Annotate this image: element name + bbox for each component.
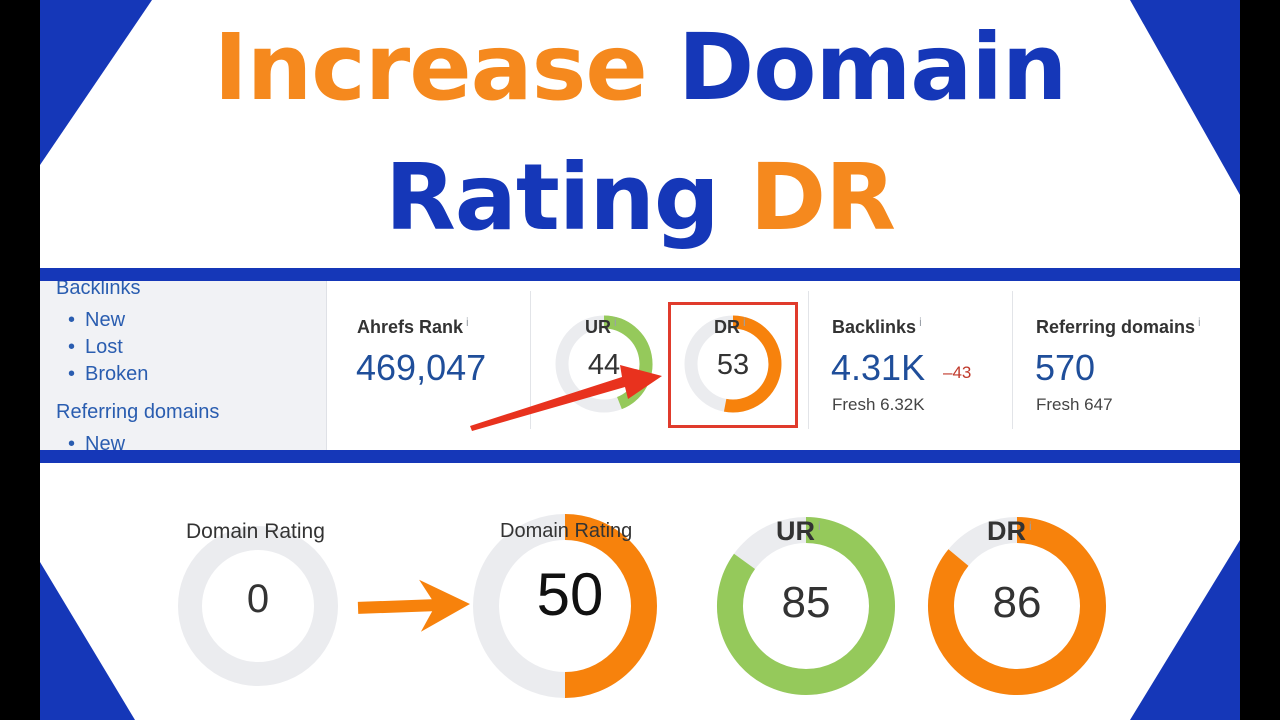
gauge-arc xyxy=(717,517,895,695)
metric-label-text: Ahrefs Rank xyxy=(357,317,464,337)
gauge-label-text: DR xyxy=(987,516,1026,546)
gauge-label-domain-rating: Domain Rating xyxy=(186,520,325,543)
corner-decoration xyxy=(40,0,1240,720)
letterbox-left xyxy=(0,0,40,720)
sidebar: Backlinks • New • Lost • Broken Referring d… xyxy=(40,281,327,450)
page-title-line-1: Increase Domain xyxy=(40,22,1240,114)
blue-band-top xyxy=(40,268,1240,281)
title-word-domain: Domain xyxy=(677,14,1068,121)
referring-domains-value: 570 xyxy=(1035,347,1096,388)
ahrefs-rank-label: Ahrefs Rank i xyxy=(357,315,469,338)
gauge-arc xyxy=(564,514,657,698)
metric-divider xyxy=(808,291,809,429)
page-title-line-2: Rating DR xyxy=(40,152,1240,244)
ur-label: UR i xyxy=(585,315,617,338)
sidebar-item-broken[interactable]: • Broken xyxy=(68,363,149,385)
sidebar-item-new[interactable]: • New xyxy=(68,309,126,331)
gauge-label-text: UR xyxy=(776,516,815,546)
sidebar-heading-referring-domains[interactable]: Referring domains xyxy=(56,401,220,423)
title-word-rating: Rating xyxy=(384,144,720,251)
title-word-dr: DR xyxy=(749,144,896,251)
info-icon[interactable]: i xyxy=(1198,315,1201,329)
title-word-increase: Increase xyxy=(213,14,648,121)
info-icon[interactable]: i xyxy=(818,519,821,533)
metric-label-text: DR xyxy=(714,317,740,337)
metric-divider xyxy=(530,291,531,429)
referring-domains-label: Referring domains i xyxy=(1036,315,1201,338)
dr-highlight-box xyxy=(668,302,798,428)
sidebar-item-new-referring[interactable]: • New xyxy=(68,433,125,450)
ahrefs-rank-value: 469,047 xyxy=(356,347,487,388)
gauge-track xyxy=(178,526,338,686)
backlinks-label: Backlinks i xyxy=(832,315,922,338)
red-arrow-icon xyxy=(470,365,662,431)
sidebar-item-label: New xyxy=(85,433,126,450)
sidebar-item-label: New xyxy=(85,309,126,331)
mini-gauges xyxy=(470,315,782,431)
info-icon[interactable]: i xyxy=(466,315,469,329)
metric-divider xyxy=(1012,291,1013,429)
ur-value: 44 xyxy=(587,349,621,381)
referring-domains-fresh: Fresh 647 xyxy=(1036,395,1113,414)
sidebar-item-lost[interactable]: • Lost xyxy=(68,336,123,358)
orange-arrow-icon xyxy=(357,579,470,632)
backlinks-delta: –43 xyxy=(943,363,972,382)
gauge-arc xyxy=(928,517,1106,695)
info-icon[interactable]: i xyxy=(919,315,922,329)
gauge-value: 86 xyxy=(992,578,1042,627)
metric-label-text: Referring domains xyxy=(1036,317,1196,337)
info-icon[interactable]: i xyxy=(743,315,746,329)
info-icon[interactable]: i xyxy=(614,315,617,329)
sidebar-item-label: Broken xyxy=(85,363,149,385)
gauge-label-ur: UR i xyxy=(776,516,821,547)
backlinks-value: 4.31K xyxy=(831,347,926,388)
ahrefs-metrics-panel: Backlinks • New • Lost • Broken Referring d… xyxy=(40,281,1240,450)
dr-label: DR i xyxy=(714,315,746,338)
sidebar-item-label: Lost xyxy=(85,336,123,358)
gauge-value: 0 xyxy=(246,577,270,621)
metric-label-text: UR xyxy=(585,317,611,337)
info-icon[interactable]: i xyxy=(1029,519,1032,533)
gauge-value: 50 xyxy=(536,561,604,628)
letterbox-right xyxy=(1240,0,1280,720)
backlinks-fresh: Fresh 6.32K xyxy=(832,395,925,414)
dr-gauge-arc xyxy=(723,315,782,413)
blue-band-bottom xyxy=(40,450,1240,463)
dr-value: 53 xyxy=(716,349,750,381)
sidebar-heading-backlinks[interactable]: Backlinks xyxy=(56,281,141,299)
gauge-label-dr: DR i xyxy=(987,516,1032,547)
gauge-value: 85 xyxy=(781,578,831,627)
metric-label-text: Backlinks xyxy=(832,317,917,337)
gauge-label-domain-rating: Domain Rating xyxy=(500,520,633,542)
